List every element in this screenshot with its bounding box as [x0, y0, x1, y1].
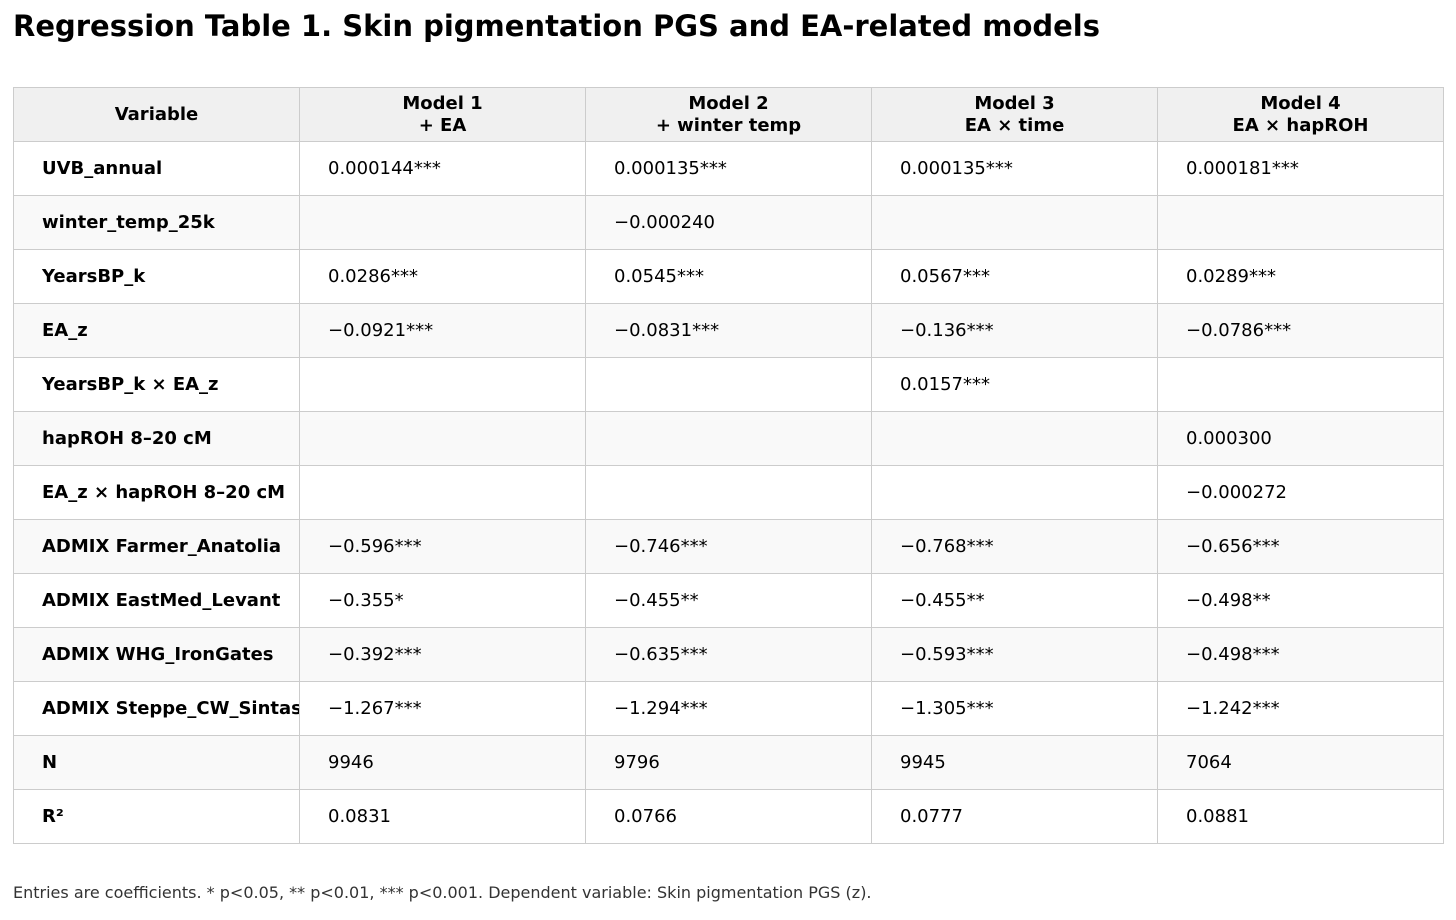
model-4-coefficient: [1157, 357, 1444, 412]
header-model-2: Model 2 + winter temp: [585, 87, 872, 142]
header-model-2-name: Model 2: [688, 92, 769, 114]
model-3-coefficient: [871, 195, 1158, 250]
model-1-coefficient: 0.0831: [299, 789, 586, 844]
header-model-4-name: Model 4: [1260, 92, 1341, 114]
table-row: UVB_annual 0.000144*** 0.000135*** 0.000135…: [13, 141, 1444, 196]
table-footnote: Entries are coefficients. * p<0.05, ** p…: [13, 883, 872, 902]
row-variable-name: ADMIX Farmer_Anatolia: [13, 519, 300, 574]
model-4-coefficient: 7064: [1157, 735, 1444, 790]
row-variable-name: YearsBP_k: [13, 249, 300, 304]
model-1-coefficient: −1.267***: [299, 681, 586, 736]
model-1-coefficient: −0.596***: [299, 519, 586, 574]
model-4-coefficient: 0.0881: [1157, 789, 1444, 844]
model-1-coefficient: −0.0921***: [299, 303, 586, 358]
header-model-1: Model 1 + EA: [299, 87, 586, 142]
row-variable-name: ADMIX EastMed_Levant: [13, 573, 300, 628]
row-variable-name: EA_z: [13, 303, 300, 358]
model-4-coefficient: 0.0289***: [1157, 249, 1444, 304]
model-2-coefficient: [585, 357, 872, 412]
model-2-coefficient: [585, 465, 872, 520]
header-model-2-desc: + winter temp: [655, 114, 802, 136]
table-header: Variable Model 1 + EA Model 2 + winter t…: [13, 87, 1444, 142]
header-model-3-desc: EA × time: [964, 114, 1065, 136]
model-4-coefficient: 0.000181***: [1157, 141, 1444, 196]
model-4-coefficient: −0.0786***: [1157, 303, 1444, 358]
table-row: ADMIX Farmer_Anatolia −0.596*** −0.746*** −…: [13, 519, 1444, 574]
table-row: hapROH 8–20 cM 0.000300: [13, 411, 1444, 466]
model-3-coefficient: 0.0777: [871, 789, 1158, 844]
header-variable-label: Variable: [114, 103, 199, 125]
model-3-coefficient: −1.305***: [871, 681, 1158, 736]
header-model-3: Model 3 EA × time: [871, 87, 1158, 142]
row-variable-name: R²: [13, 789, 300, 844]
header-model-3-name: Model 3: [974, 92, 1055, 114]
model-2-coefficient: 0.0766: [585, 789, 872, 844]
header-model-1-name: Model 1: [402, 92, 483, 114]
model-1-coefficient: 9946: [299, 735, 586, 790]
table-row: YearsBP_k × EA_z 0.0157***: [13, 357, 1444, 412]
model-1-coefficient: −0.355*: [299, 573, 586, 628]
model-3-coefficient: 0.000135***: [871, 141, 1158, 196]
model-1-coefficient: −0.392***: [299, 627, 586, 682]
model-4-coefficient: −0.498**: [1157, 573, 1444, 628]
model-4-coefficient: −0.656***: [1157, 519, 1444, 574]
model-4-coefficient: 0.000300: [1157, 411, 1444, 466]
table-row: EA_z −0.0921*** −0.0831*** −0.136*** −0.0786…: [13, 303, 1444, 358]
row-variable-name: ADMIX Steppe_CW_Sintashta: [13, 681, 300, 736]
model-1-coefficient: [299, 357, 586, 412]
table-row: ADMIX WHG_IronGates −0.392*** −0.635*** −0.…: [13, 627, 1444, 682]
model-1-coefficient: [299, 195, 586, 250]
model-2-coefficient: −0.455**: [585, 573, 872, 628]
model-3-coefficient: 9945: [871, 735, 1158, 790]
model-4-coefficient: −0.000272: [1157, 465, 1444, 520]
model-2-coefficient: −1.294***: [585, 681, 872, 736]
row-variable-name: YearsBP_k × EA_z: [13, 357, 300, 412]
model-2-coefficient: −0.746***: [585, 519, 872, 574]
model-2-coefficient: 0.000135***: [585, 141, 872, 196]
model-2-coefficient: 0.0545***: [585, 249, 872, 304]
model-4-coefficient: [1157, 195, 1444, 250]
page-title: Regression Table 1. Skin pigmentation PG…: [13, 9, 1101, 43]
model-2-coefficient: −0.000240: [585, 195, 872, 250]
table-body: UVB_annual 0.000144*** 0.000135*** 0.000135…: [13, 141, 1444, 844]
header-model-1-desc: + EA: [418, 114, 467, 136]
model-4-coefficient: −0.498***: [1157, 627, 1444, 682]
model-3-coefficient: −0.768***: [871, 519, 1158, 574]
regression-table: Variable Model 1 + EA Model 2 + winter t…: [13, 87, 1444, 844]
header-model-4-desc: EA × hapROH: [1232, 114, 1369, 136]
header-model-4: Model 4 EA × hapROH: [1157, 87, 1444, 142]
table-row: YearsBP_k 0.0286*** 0.0545*** 0.0567*** 0.02…: [13, 249, 1444, 304]
table-row: N 9946 9796 9945 7064: [13, 735, 1444, 790]
row-variable-name: UVB_annual: [13, 141, 300, 196]
row-variable-name: ADMIX WHG_IronGates: [13, 627, 300, 682]
model-2-coefficient: −0.635***: [585, 627, 872, 682]
model-3-coefficient: 0.0567***: [871, 249, 1158, 304]
model-1-coefficient: [299, 411, 586, 466]
model-3-coefficient: [871, 411, 1158, 466]
row-variable-name: winter_temp_25k: [13, 195, 300, 250]
row-variable-name: hapROH 8–20 cM: [13, 411, 300, 466]
table-row: ADMIX EastMed_Levant −0.355* −0.455** −0.45…: [13, 573, 1444, 628]
model-3-coefficient: −0.136***: [871, 303, 1158, 358]
table-row: EA_z × hapROH 8–20 cM −0.000272: [13, 465, 1444, 520]
model-2-coefficient: 9796: [585, 735, 872, 790]
model-3-coefficient: [871, 465, 1158, 520]
table-row: ADMIX Steppe_CW_Sintashta−1.267***−1.294…: [13, 681, 1444, 736]
header-variable: Variable: [13, 87, 300, 142]
table-row: winter_temp_25k −0.000240: [13, 195, 1444, 250]
model-4-coefficient: −1.242***: [1157, 681, 1444, 736]
model-3-coefficient: −0.593***: [871, 627, 1158, 682]
header-row: Variable Model 1 + EA Model 2 + winter t…: [13, 87, 1444, 142]
model-3-coefficient: 0.0157***: [871, 357, 1158, 412]
row-variable-name: N: [13, 735, 300, 790]
model-1-coefficient: 0.000144***: [299, 141, 586, 196]
table-row: R² 0.0831 0.0766 0.0777 0.0881: [13, 789, 1444, 844]
model-3-coefficient: −0.455**: [871, 573, 1158, 628]
model-2-coefficient: −0.0831***: [585, 303, 872, 358]
row-variable-name: EA_z × hapROH 8–20 cM: [13, 465, 300, 520]
model-1-coefficient: 0.0286***: [299, 249, 586, 304]
model-2-coefficient: [585, 411, 872, 466]
model-1-coefficient: [299, 465, 586, 520]
